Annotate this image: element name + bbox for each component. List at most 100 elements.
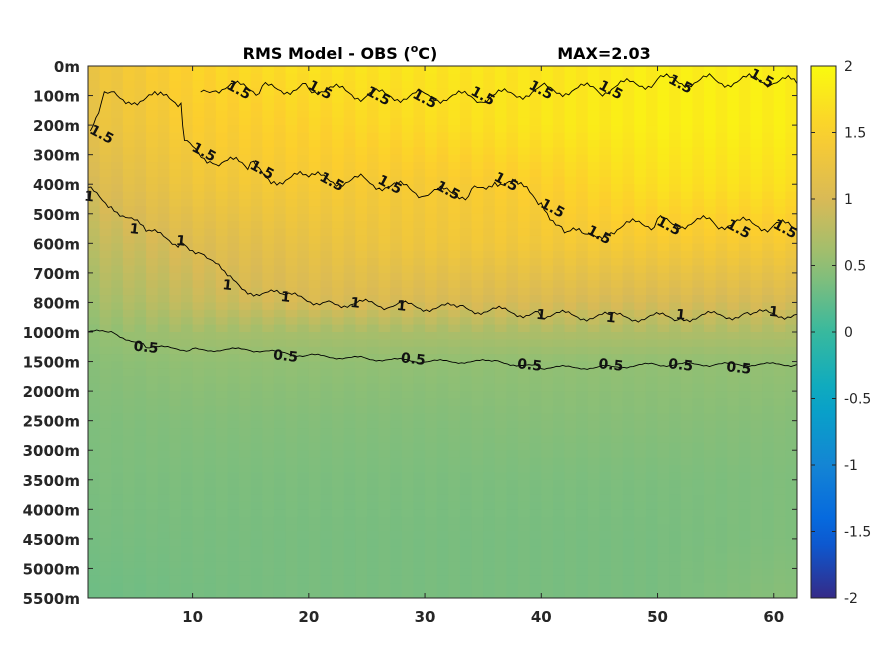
heatmap-cell — [727, 561, 740, 570]
heatmap-cell — [576, 317, 589, 326]
heatmap-cell — [750, 272, 763, 281]
heatmap-cell — [634, 465, 647, 473]
heatmap-cell — [366, 132, 380, 141]
heatmap-cell — [657, 199, 670, 207]
heatmap-cell — [529, 228, 542, 237]
heatmap-cell — [390, 199, 403, 207]
heatmap-cell — [657, 487, 670, 496]
heatmap-cell — [273, 428, 287, 437]
x-tick-label: 20 — [298, 608, 319, 626]
heatmap-cell — [192, 501, 205, 510]
heatmap-cell — [297, 509, 310, 518]
heatmap-cell — [552, 354, 566, 363]
heatmap-cell — [343, 317, 356, 326]
heatmap-cell — [611, 531, 624, 540]
heatmap-cell — [704, 568, 717, 577]
heatmap-cell — [134, 302, 147, 311]
heatmap-cell — [239, 420, 252, 429]
heatmap-cell — [134, 420, 147, 429]
heatmap-cell — [99, 213, 112, 222]
heatmap-cell — [762, 132, 775, 141]
heatmap-cell — [576, 509, 589, 518]
heatmap-cell — [692, 117, 705, 126]
heatmap-cell — [576, 332, 589, 340]
heatmap-cell — [297, 88, 310, 97]
heatmap-cell — [355, 472, 368, 481]
heatmap-cell — [343, 184, 356, 193]
heatmap-cell — [146, 413, 159, 422]
heatmap-cell — [773, 465, 786, 473]
heatmap-cell — [704, 265, 717, 274]
heatmap-cell — [111, 472, 124, 481]
heatmap-cell — [785, 139, 797, 148]
heatmap-cell — [99, 117, 112, 126]
heatmap-cell — [564, 280, 577, 289]
heatmap-cell — [541, 420, 554, 429]
heatmap-cell — [273, 376, 287, 385]
heatmap-cell — [413, 228, 426, 237]
heatmap-cell — [355, 590, 368, 598]
heatmap-cell — [134, 132, 147, 141]
heatmap-cell — [169, 538, 182, 547]
heatmap-cell — [785, 524, 797, 533]
heatmap-cell — [529, 332, 542, 340]
heatmap-cell — [680, 339, 693, 348]
heatmap-cell — [727, 383, 740, 392]
heatmap-cell — [506, 117, 519, 126]
heatmap-cell — [785, 243, 797, 252]
heatmap-cell — [506, 295, 519, 304]
heatmap-cell — [622, 383, 635, 392]
heatmap-cell — [308, 442, 322, 451]
heatmap-cell — [355, 302, 368, 311]
heatmap-cell — [692, 568, 705, 577]
heatmap-cell — [506, 516, 519, 525]
heatmap-cell — [413, 295, 426, 304]
heatmap-cell — [146, 501, 159, 510]
heatmap-cell — [518, 132, 531, 141]
heatmap-cell — [715, 324, 728, 333]
heatmap-cell — [599, 568, 612, 577]
heatmap-cell — [599, 265, 612, 274]
heatmap-cell — [157, 125, 170, 134]
heatmap-cell — [738, 553, 752, 562]
heatmap-cell — [425, 575, 438, 584]
heatmap-cell — [634, 361, 647, 370]
heatmap-cell — [448, 184, 461, 193]
heatmap-cell — [88, 583, 101, 592]
heatmap-cell — [88, 176, 101, 185]
heatmap-cell — [494, 590, 508, 598]
heatmap-cell — [587, 125, 601, 134]
heatmap-cell — [634, 272, 647, 281]
heatmap-cell — [738, 346, 752, 355]
heatmap-cell — [494, 95, 508, 104]
heatmap-cell — [518, 88, 531, 97]
heatmap-cell — [134, 531, 147, 540]
heatmap-cell — [506, 450, 519, 459]
heatmap-cell — [599, 413, 612, 422]
heatmap-cell — [680, 501, 693, 510]
heatmap-cell — [436, 162, 449, 171]
heatmap-cell — [727, 568, 740, 577]
heatmap-cell — [680, 317, 693, 326]
heatmap-cell — [250, 413, 263, 422]
heatmap-cell — [552, 465, 566, 473]
heatmap-cell — [448, 435, 461, 444]
heatmap-cell — [494, 250, 508, 259]
heatmap-cell — [122, 398, 136, 407]
heatmap-cell — [378, 176, 391, 185]
heatmap-cell — [262, 191, 275, 200]
heatmap-cell — [99, 487, 112, 496]
degree-superscript: o — [411, 42, 419, 55]
heatmap-cell — [587, 391, 601, 400]
heatmap-cell — [494, 206, 508, 215]
heatmap-cell — [785, 73, 797, 82]
heatmap-cell — [448, 332, 461, 340]
heatmap-cell — [587, 302, 601, 311]
heatmap-cell — [669, 102, 682, 111]
heatmap-cell — [576, 583, 589, 592]
heatmap-cell — [343, 339, 356, 348]
heatmap-cell — [239, 346, 252, 355]
heatmap-cell — [436, 376, 449, 385]
heatmap-cell — [378, 309, 391, 318]
heatmap-cell — [436, 391, 449, 400]
